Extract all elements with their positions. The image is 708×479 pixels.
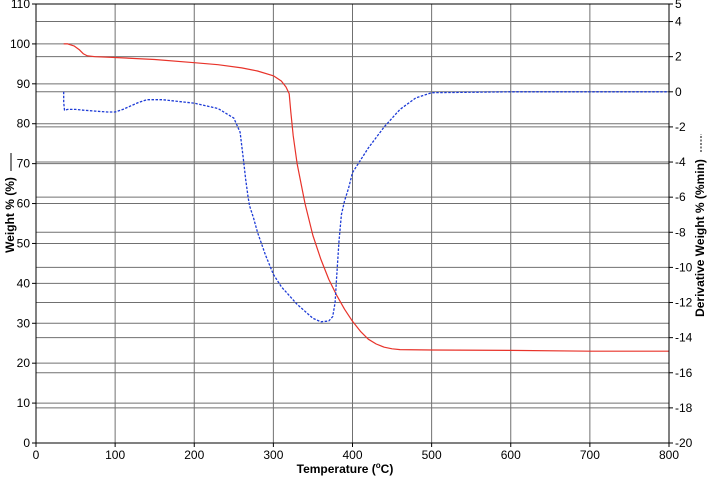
- left-axis-label-group: Weight % (%): [3, 153, 17, 253]
- right-y-tick-label: 5: [675, 0, 682, 11]
- left-y-tick-label: 20: [17, 356, 31, 370]
- left-y-tick-label: 30: [17, 316, 31, 330]
- x-axis-title-main: Temperature (: [297, 462, 376, 476]
- x-axis-title-superscript: o: [376, 461, 381, 470]
- right-y-tick-label: -18: [675, 401, 693, 415]
- left-y-tick-label: 110: [11, 0, 30, 11]
- x-tick-label: 500: [422, 448, 442, 462]
- x-tick-label: 600: [501, 448, 521, 462]
- left-y-tick-label: 90: [17, 77, 31, 91]
- derivative-weight-line: [63, 91, 669, 323]
- right-y-tick-label: -2: [675, 120, 686, 134]
- x-tick-label: 300: [263, 448, 283, 462]
- left-y-tick-label: 0: [23, 436, 30, 450]
- weight-percent-line: [63, 43, 669, 352]
- x-axis-title-end: C): [381, 462, 394, 476]
- right-axis-label-group: Derivative Weight % (%min): [693, 134, 707, 317]
- left-y-tick-label: 80: [17, 117, 31, 131]
- x-tick-label: 100: [105, 448, 125, 462]
- right-y-tick-label: -4: [675, 155, 686, 169]
- left-y-axis-ticks: 0 10 20 30 40 50 60 70 80 90 100 110: [10, 0, 36, 450]
- right-y-tick-label: 4: [675, 15, 682, 29]
- right-y-tick-label: -14: [675, 331, 693, 345]
- left-y-tick-label: 50: [17, 236, 31, 250]
- x-tick-label: 200: [184, 448, 204, 462]
- left-y-tick-label: 70: [17, 157, 31, 171]
- x-axis-ticks: 0 100 200 300 400 500 600 700 800: [33, 443, 679, 462]
- x-tick-label: 700: [580, 448, 600, 462]
- x-tick-label: 0: [33, 448, 40, 462]
- right-y-tick-label: -12: [675, 296, 693, 310]
- right-y-tick-label: -20: [675, 436, 693, 450]
- left-axis-title: Weight % (%): [3, 177, 17, 253]
- right-y-tick-label: 2: [675, 50, 682, 64]
- x-tick-label: 800: [659, 448, 679, 462]
- right-y-tick-label: -10: [675, 260, 693, 274]
- right-y-tick-label: 0: [675, 85, 682, 99]
- left-y-tick-label: 60: [17, 197, 31, 211]
- x-tick-label: 400: [342, 448, 362, 462]
- x-axis-title: Temperature (oC): [297, 461, 394, 476]
- left-y-tick-label: 40: [17, 276, 31, 290]
- left-y-tick-label: 10: [17, 396, 31, 410]
- right-y-tick-label: -16: [675, 366, 693, 380]
- right-y-tick-label: -8: [675, 225, 686, 239]
- right-axis-title: Derivative Weight % (%min): [693, 159, 707, 317]
- left-y-tick-label: 100: [10, 37, 30, 51]
- right-y-tick-label: -6: [675, 190, 686, 204]
- data-series: [63, 43, 669, 352]
- grid-lines: [36, 4, 669, 443]
